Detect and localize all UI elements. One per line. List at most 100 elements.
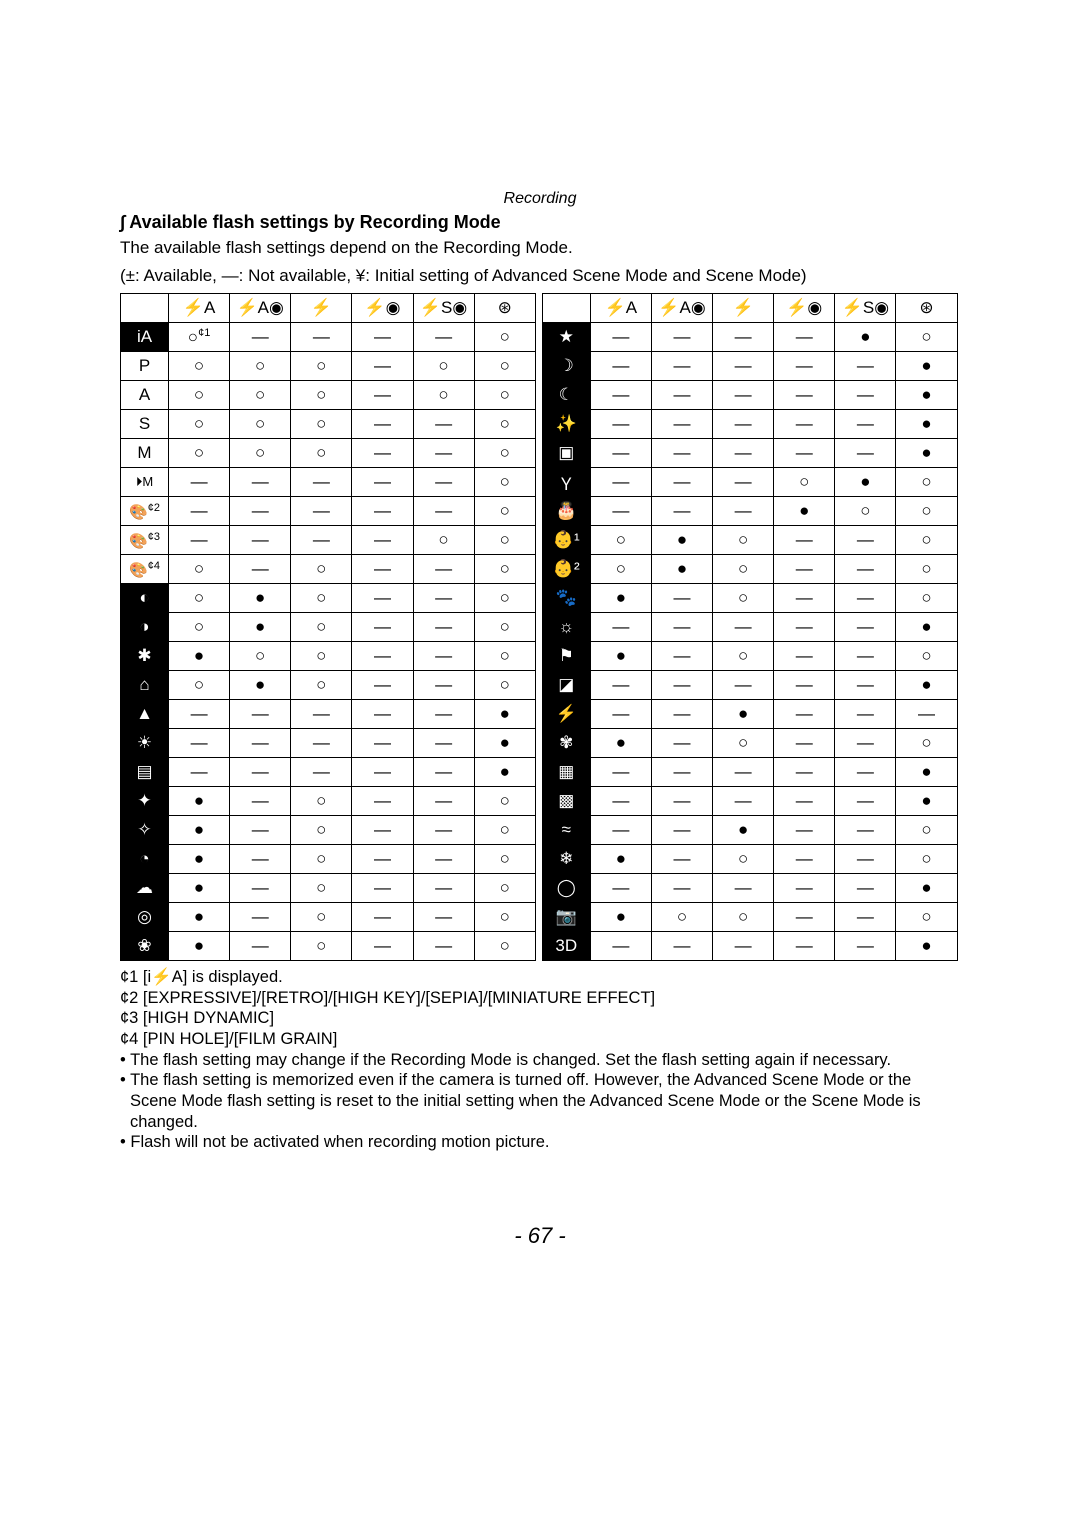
flash-cell: —: [413, 642, 474, 671]
flash-cell: ○: [291, 352, 352, 381]
col-header: ⚡A◉: [230, 294, 291, 323]
table-row: ≈——●——○: [542, 816, 957, 845]
table-row: ✦●—○——○: [121, 787, 536, 816]
flash-cell: —: [413, 845, 474, 874]
flash-cell: ○: [474, 439, 535, 468]
row-mode-icon: ▩: [542, 787, 590, 816]
flash-cell: ○: [713, 526, 774, 555]
flash-cell: ○: [230, 352, 291, 381]
flash-cell: —: [413, 903, 474, 932]
flash-cell: ●: [651, 526, 712, 555]
footnotes: ¢1 [i⚡A] is displayed. ¢2 [EXPRESSIVE]/[…: [120, 967, 960, 1153]
flash-cell: —: [230, 845, 291, 874]
flash-cell: —: [352, 323, 413, 352]
flash-cell: —: [291, 700, 352, 729]
footnote-bullet-2: • The flash setting is memorized even if…: [120, 1070, 960, 1132]
flash-cell: —: [651, 584, 712, 613]
table-row: 🎂———●○○: [542, 497, 957, 526]
flash-cell: ●: [896, 613, 957, 642]
flash-cell: —: [352, 439, 413, 468]
row-mode-icon: ❄: [542, 845, 590, 874]
table-row: Ｙ———○●○: [542, 468, 957, 497]
flash-cell: —: [230, 787, 291, 816]
flash-cell: —: [413, 497, 474, 526]
row-mode-icon: ◑: [121, 613, 169, 642]
table-row: ☁●—○——○: [121, 874, 536, 903]
table-row: 🎨¢4○—○——○: [121, 555, 536, 584]
row-mode-icon: ✧: [121, 816, 169, 845]
table-row: 🎨¢3————○○: [121, 526, 536, 555]
tables-container: ⚡A⚡A◉⚡⚡◉⚡S◉⊛iA○¢1————○P○○○—○○A○○○—○○S○○○…: [120, 293, 960, 961]
table-row: 📷●○○——○: [542, 903, 957, 932]
flash-cell: —: [713, 381, 774, 410]
row-mode-label: 🎨¢4: [121, 555, 169, 584]
flash-cell: ○: [474, 874, 535, 903]
flash-cell: ○: [291, 584, 352, 613]
flash-cell: —: [651, 381, 712, 410]
flash-cell: —: [413, 468, 474, 497]
table-row: ✱●○○——○: [121, 642, 536, 671]
flash-cell: —: [230, 526, 291, 555]
flash-cell: ○: [896, 526, 957, 555]
flash-cell: —: [774, 584, 835, 613]
row-mode-icon: iA: [121, 323, 169, 352]
flash-cell: ○: [413, 526, 474, 555]
flash-cell: ●: [169, 816, 230, 845]
flash-cell: ●: [896, 874, 957, 903]
flash-cell: —: [413, 729, 474, 758]
flash-cell: ○: [713, 729, 774, 758]
row-mode-icon: ▲: [121, 700, 169, 729]
flash-cell: —: [651, 671, 712, 700]
flash-cell: —: [352, 816, 413, 845]
flash-cell: ●: [230, 613, 291, 642]
flash-table-left: ⚡A⚡A◉⚡⚡◉⚡S◉⊛iA○¢1————○P○○○—○○A○○○—○○S○○○…: [120, 293, 536, 961]
flash-cell: —: [896, 700, 957, 729]
flash-cell: ○: [474, 787, 535, 816]
flash-cell: ○: [474, 323, 535, 352]
row-mode-icon: ◪: [542, 671, 590, 700]
row-mode-label: 🎨¢3: [121, 526, 169, 555]
table-row: ⚡——●———: [542, 700, 957, 729]
flash-cell: ○: [169, 613, 230, 642]
flash-cell: ○: [474, 932, 535, 961]
flash-cell: ○: [291, 845, 352, 874]
table-row: ▣—————●: [542, 439, 957, 468]
flash-cell: ○: [896, 323, 957, 352]
flash-cell: —: [835, 584, 896, 613]
table-row: P○○○—○○: [121, 352, 536, 381]
flash-cell: —: [590, 874, 651, 903]
row-mode-icon: 🎂: [542, 497, 590, 526]
flash-cell: ●: [169, 787, 230, 816]
flash-cell: ○: [474, 584, 535, 613]
flash-cell: —: [590, 439, 651, 468]
flash-cell: —: [352, 845, 413, 874]
table-row: ▦—————●: [542, 758, 957, 787]
row-mode-icon: ☽: [542, 352, 590, 381]
flash-cell: ○: [291, 642, 352, 671]
flash-cell: —: [590, 410, 651, 439]
section-subtitle: ∫ Available flash settings by Recording …: [120, 212, 960, 233]
flash-cell: ●: [590, 642, 651, 671]
row-mode-label: ⏵M: [121, 468, 169, 497]
flash-cell: —: [291, 468, 352, 497]
flash-cell: —: [651, 613, 712, 642]
flash-cell: —: [835, 729, 896, 758]
flash-cell: ●: [230, 584, 291, 613]
table-row: ❀●—○——○: [121, 932, 536, 961]
flash-cell: —: [352, 903, 413, 932]
flash-cell: —: [230, 497, 291, 526]
flash-cell: —: [651, 729, 712, 758]
flash-cell: ○: [413, 352, 474, 381]
table-row: 👶¹○●○——○: [542, 526, 957, 555]
flash-cell: —: [230, 874, 291, 903]
flash-cell: ○: [474, 468, 535, 497]
table-row: ◐○●○——○: [121, 584, 536, 613]
footnote-bullet-1: • The flash setting may change if the Re…: [120, 1050, 960, 1071]
subtitle-text: Available flash settings by Recording Mo…: [129, 212, 500, 232]
table-row: ◯—————●: [542, 874, 957, 903]
flash-cell: —: [774, 439, 835, 468]
table-row: ✧●—○——○: [121, 816, 536, 845]
flash-cell: —: [590, 671, 651, 700]
flash-cell: —: [774, 352, 835, 381]
table-row: ✾●—○——○: [542, 729, 957, 758]
